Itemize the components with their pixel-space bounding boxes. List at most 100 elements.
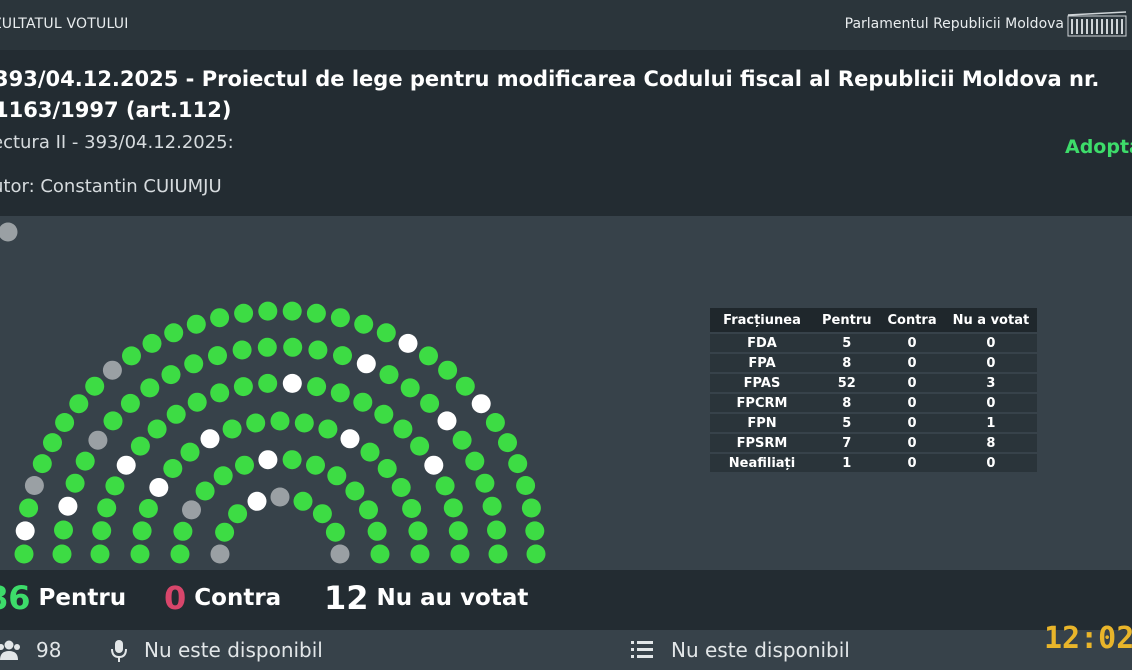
seat-for [345, 481, 365, 501]
seat-for [180, 442, 200, 462]
seat-for [161, 365, 181, 385]
tally-against: 0 Contra [164, 579, 281, 617]
seat-for [475, 473, 495, 493]
seat-not-voted [340, 429, 360, 449]
faction-table-header: Fracțiunea Pentru Contra Nu a votat [710, 308, 1038, 333]
seat-not-voted [282, 373, 302, 393]
seat-not-voted [258, 450, 278, 470]
seat-for [393, 419, 413, 439]
seat-for [69, 394, 89, 414]
not-voted-count: 8 [944, 432, 1038, 453]
against-count: 0 [879, 352, 945, 373]
for-count: 5 [814, 332, 880, 353]
not-voted-count: 0 [944, 332, 1038, 353]
seat-not-voted [200, 429, 220, 449]
seat-for [208, 346, 227, 366]
faction-name: FPN [710, 412, 814, 433]
seat-for [222, 419, 242, 439]
seat-for [232, 340, 252, 360]
seat-for [163, 459, 183, 478]
seat-absent [182, 500, 201, 520]
seat-for [170, 544, 190, 564]
not-voted-total: 12 [324, 579, 369, 617]
seat-for [52, 544, 72, 564]
table-row: FPN 5 0 1 [710, 412, 1038, 433]
seat-for [130, 544, 150, 564]
seat-for [97, 498, 117, 518]
faction-table: Fracțiunea Pentru Contra Nu a votat FDA 5… [710, 308, 1038, 472]
faction-name: Neafiliați [710, 452, 814, 472]
against-count: 0 [879, 432, 945, 453]
seat-for [122, 346, 141, 366]
seat-not-voted [149, 478, 169, 497]
seat-not-voted [356, 354, 376, 374]
seat-for [233, 377, 253, 397]
for-total: 86 [0, 579, 31, 617]
seat-for [400, 378, 420, 398]
col-for: Pentru [814, 308, 880, 333]
seat-for [195, 481, 215, 501]
status-bar: 98 Nu este disponibil Nu este disponibil [0, 630, 1132, 670]
seat-for [325, 522, 345, 542]
seat-for [213, 466, 233, 486]
seat-for [312, 504, 332, 524]
seat-for [32, 454, 52, 474]
seat-for [410, 544, 430, 564]
not-voted-count: 0 [944, 352, 1038, 373]
seat-for [54, 520, 73, 540]
seat-not-voted [471, 394, 491, 414]
seat-for [184, 354, 204, 374]
seat-hemicycle [0, 222, 546, 564]
seat-absent [102, 360, 122, 380]
seat-for [525, 521, 545, 541]
list-icon [631, 641, 653, 658]
seat-for [353, 392, 373, 412]
seat-for [186, 314, 206, 334]
seat-for [92, 521, 112, 541]
seat-for [482, 496, 502, 516]
against-total: 0 [164, 579, 187, 617]
against-count: 0 [879, 332, 945, 353]
for-count: 8 [814, 392, 880, 413]
tally-not-voted: 12 Nu au votat [324, 579, 528, 617]
against-count: 0 [879, 412, 945, 433]
bill-title: 393/04.12.2025 - Proiectul de lege pentr… [0, 67, 1100, 122]
seat-for [103, 411, 123, 431]
seat-absent [210, 544, 230, 564]
seat-not-voted [15, 521, 35, 541]
seat-for [142, 333, 162, 353]
faction-name: FPA [710, 352, 814, 373]
seat-absent [0, 222, 18, 242]
against-count: 0 [879, 452, 945, 472]
seat-for [147, 419, 167, 439]
seat-for [330, 383, 350, 403]
for-count: 52 [814, 372, 880, 393]
seat-for [452, 430, 472, 450]
seat-for [75, 451, 95, 471]
seat-for [282, 301, 302, 321]
col-against: Contra [879, 308, 945, 333]
seat-for [465, 451, 485, 471]
faction-name: FPCRM [710, 392, 814, 413]
seat-for [410, 436, 430, 456]
section-title: ZULTATUL VOTULUI [0, 16, 129, 32]
seat-for [258, 373, 278, 393]
faction-name: FPAS [710, 372, 814, 393]
seat-for [228, 504, 248, 524]
not-voted-count: 0 [944, 452, 1038, 472]
table-row: FPAS 52 0 3 [710, 372, 1038, 393]
seat-for [140, 378, 160, 398]
table-row: Neafiliați 1 0 0 [710, 452, 1038, 472]
seat-for [498, 433, 517, 453]
seat-for [173, 521, 193, 541]
faction-name: FPSRM [710, 432, 814, 453]
seat-not-voted [437, 411, 457, 431]
seat-for [488, 544, 508, 564]
seat-for [448, 521, 468, 541]
seat-for [377, 459, 397, 478]
seat-for [210, 308, 230, 328]
seat-for [55, 413, 75, 432]
seat-for [526, 544, 546, 564]
against-label: Contra [194, 585, 282, 611]
vote-tally-bar: 86 Pentru 0 Contra 12 Nu au votat [0, 570, 1132, 630]
